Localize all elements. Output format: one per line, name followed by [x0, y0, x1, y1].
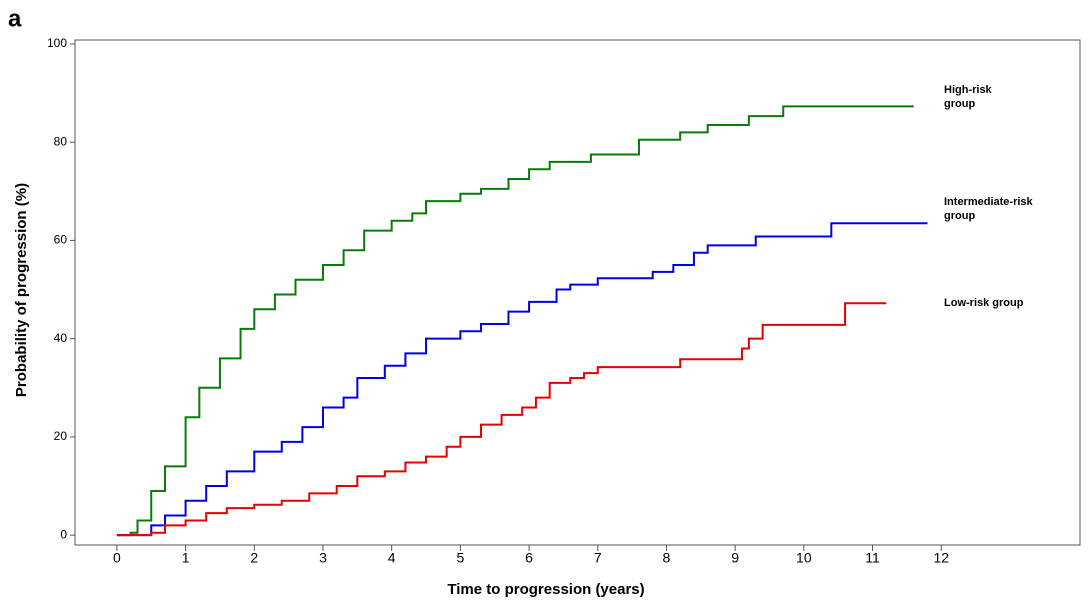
series-label: High-risk group	[944, 84, 992, 111]
y-tick-label: 0	[60, 527, 67, 541]
axis-frame	[74, 39, 1081, 546]
y-tick-label: 60	[54, 233, 68, 247]
x-axis-title: Time to progression (years)	[447, 581, 644, 598]
x-tick-label: 12	[933, 550, 949, 566]
x-tick-label: 1	[182, 550, 190, 566]
step-line	[116, 302, 887, 537]
x-tick-label: 4	[388, 550, 396, 566]
series-label-box: High-risk group	[944, 84, 992, 111]
series-label: Low-risk group	[944, 297, 1024, 310]
x-tick-label: 3	[319, 550, 327, 566]
y-tick-label: 100	[47, 36, 67, 50]
x-tick-label: 5	[456, 550, 464, 566]
x-tick-label: 7	[594, 550, 602, 566]
y-axis-title: Probability of progression (%)	[13, 183, 30, 397]
x-tick-label: 9	[731, 550, 739, 566]
x-tick-label: 0	[113, 550, 121, 566]
panel-label: a	[8, 5, 22, 32]
series-label-box: Low-risk group	[944, 297, 1024, 310]
y-tick-label: 20	[54, 429, 68, 443]
y-tick-label: 40	[54, 331, 68, 345]
step-line	[116, 105, 914, 537]
y-tick-label: 80	[54, 134, 68, 148]
x-tick-label: 8	[663, 550, 671, 566]
x-tick-label: 2	[250, 550, 258, 566]
x-tick-label: 11	[865, 550, 880, 566]
series-label-box: Intermediate-risk group	[944, 196, 1033, 223]
x-tick-label: 6	[525, 550, 533, 566]
step-line	[116, 222, 928, 537]
x-tick-label: 10	[796, 550, 812, 566]
series-label: Intermediate-risk group	[944, 196, 1033, 223]
